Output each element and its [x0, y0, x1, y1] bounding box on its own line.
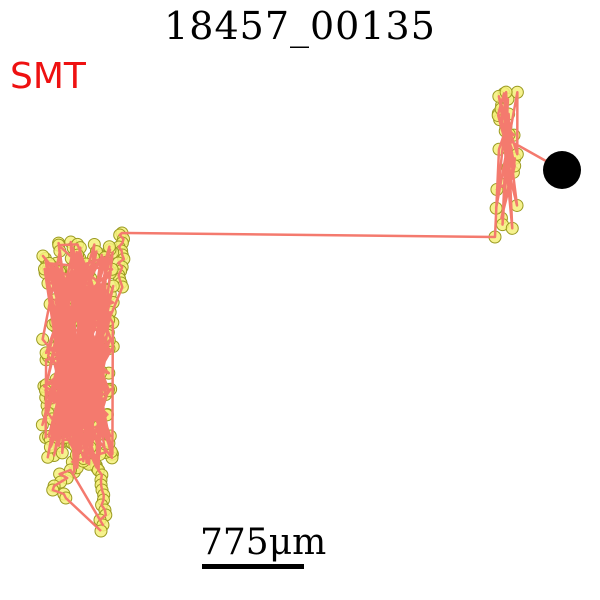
- scale-bar-label: 775μm: [200, 522, 327, 563]
- end-point-marker: [543, 151, 581, 189]
- trajectory-lines: [41, 90, 563, 532]
- scale-bar: [202, 564, 304, 569]
- figure-title: 18457_00135: [164, 4, 436, 48]
- method-label: SMT: [10, 56, 86, 97]
- trajectory-path: [41, 90, 563, 532]
